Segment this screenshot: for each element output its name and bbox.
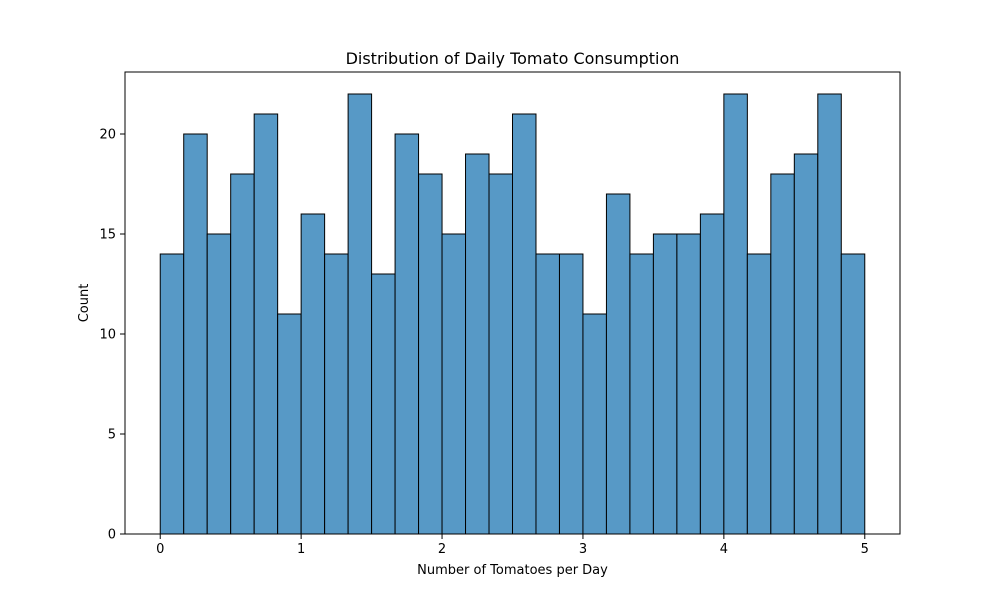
y-tick-label: 15 xyxy=(99,228,116,243)
histogram-bar xyxy=(324,253,349,535)
chart-title: Distribution of Daily Tomato Consumption xyxy=(346,49,680,68)
bars-group xyxy=(159,93,866,535)
y-axis-label: Count xyxy=(77,284,92,323)
histogram-bar xyxy=(488,173,513,535)
y-tick-label: 5 xyxy=(108,428,116,443)
histogram-bar xyxy=(605,193,631,535)
y-axis: 0 5 10 15 20 xyxy=(99,128,125,543)
histogram-bar xyxy=(418,173,443,535)
histogram-bar xyxy=(793,153,819,535)
histogram-bar xyxy=(629,253,654,535)
histogram-bar xyxy=(817,93,842,535)
x-tick-label: 5 xyxy=(861,542,869,557)
histogram-bar xyxy=(300,213,326,535)
histogram-bar xyxy=(230,173,255,535)
histogram-bar xyxy=(770,173,795,535)
histogram-bar xyxy=(441,233,467,535)
x-tick-label: 4 xyxy=(720,542,728,557)
histogram-bar xyxy=(347,93,373,535)
histogram-bar xyxy=(253,113,279,535)
histogram-bar xyxy=(465,153,490,535)
x-tick-label: 0 xyxy=(156,542,164,557)
x-axis: 0 1 2 3 4 5 xyxy=(156,534,869,557)
x-axis-label: Number of Tomatoes per Day xyxy=(417,563,608,578)
histogram-bar xyxy=(699,213,725,535)
histogram-bar xyxy=(676,233,701,535)
x-tick-label: 1 xyxy=(297,542,305,557)
histogram-bar xyxy=(840,253,866,535)
plot-frame xyxy=(124,71,901,535)
histogram-bar xyxy=(652,233,678,535)
histogram-bar xyxy=(159,253,185,535)
histogram-bar xyxy=(277,313,302,535)
histogram-bar xyxy=(371,273,396,535)
x-tick-label: 3 xyxy=(579,542,587,557)
histogram-bar xyxy=(183,133,208,535)
histogram-bar xyxy=(394,133,420,535)
y-tick-label: 0 xyxy=(108,528,116,543)
histogram-bar xyxy=(723,93,748,535)
x-tick-label: 2 xyxy=(438,542,446,557)
y-tick-label: 20 xyxy=(99,128,116,143)
histogram-bar xyxy=(582,313,607,535)
histogram-bar xyxy=(558,253,584,535)
histogram-bar xyxy=(535,253,560,535)
y-tick-label: 10 xyxy=(99,328,116,343)
histogram-bar xyxy=(746,253,772,535)
histogram-bar xyxy=(512,113,537,535)
histogram-bar xyxy=(206,233,232,535)
